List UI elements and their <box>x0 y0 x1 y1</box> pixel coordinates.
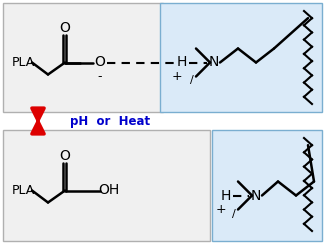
Bar <box>160 3 322 112</box>
Text: O: O <box>95 55 105 70</box>
Text: H: H <box>221 189 231 203</box>
Text: /: / <box>232 209 236 218</box>
Text: OH: OH <box>98 183 120 197</box>
Text: -: - <box>98 70 102 83</box>
Text: pH  or  Heat: pH or Heat <box>70 114 150 128</box>
Text: PLA: PLA <box>12 184 35 197</box>
Text: N: N <box>251 189 261 203</box>
Text: +: + <box>172 70 182 83</box>
Bar <box>212 130 322 241</box>
Text: /: / <box>190 75 194 85</box>
Bar <box>3 130 210 241</box>
Text: PLA: PLA <box>12 56 35 69</box>
Text: H: H <box>177 55 187 70</box>
Text: +: + <box>216 203 226 216</box>
Text: O: O <box>60 20 70 34</box>
Text: O: O <box>60 149 70 163</box>
Text: N: N <box>209 55 219 70</box>
Bar <box>3 3 163 112</box>
